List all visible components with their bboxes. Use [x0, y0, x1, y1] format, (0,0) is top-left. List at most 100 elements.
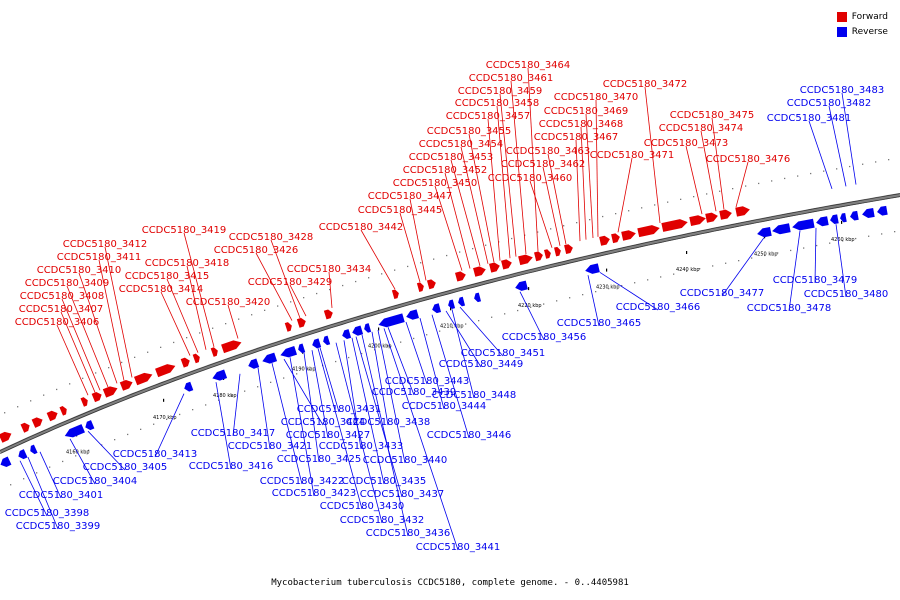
scale-dot	[361, 352, 363, 355]
label-leader-line	[519, 291, 545, 341]
scale-dot	[881, 233, 883, 235]
scale-dot	[868, 235, 870, 237]
gene-label: CCDC5180_3451	[461, 348, 546, 359]
forward-gene-arrow	[284, 322, 292, 332]
scale-dot	[608, 287, 610, 290]
scale-dot	[179, 413, 181, 416]
scale-dot	[602, 215, 604, 218]
reverse-gene-arrow	[474, 292, 482, 303]
gene-label: CCDC5180_3424	[281, 417, 366, 428]
scale-dot	[23, 478, 25, 480]
label-leader-line	[257, 367, 271, 450]
gene-label: CCDC5180_3446	[427, 430, 512, 441]
scale-dot	[764, 254, 766, 257]
gene-label: CCDC5180_3420	[186, 297, 271, 308]
gene-label: CCDC5180_3415	[125, 271, 210, 282]
forward-gene-arrow	[20, 422, 30, 433]
scale-dot	[173, 341, 175, 344]
forward-gene-arrow	[489, 262, 500, 273]
scale-dot	[563, 225, 565, 227]
reverse-gene-arrow	[323, 335, 331, 346]
backbone-edge	[0, 196, 900, 454]
forward-gene-arrow	[210, 347, 218, 357]
gene-label: CCDC5180_3482	[787, 98, 872, 109]
gene-label: CCDC5180_3418	[145, 258, 230, 269]
scale-dot	[719, 190, 721, 192]
scale-dot	[693, 196, 695, 198]
kbp-tick-mark	[686, 251, 688, 254]
gene-label: CCDC5180_3411	[57, 252, 142, 263]
reverse-gene-arrow	[280, 346, 297, 358]
gene-label: CCDC5180_3425	[277, 454, 362, 465]
reverse-gene-arrow	[184, 381, 194, 392]
reverse-gene-arrow	[850, 210, 859, 221]
scale-dot	[446, 254, 448, 257]
forward-gene-arrow	[102, 386, 118, 398]
label-leader-line	[383, 328, 459, 551]
scale-dot	[296, 373, 298, 375]
genes-layer	[0, 205, 888, 467]
forward-gene-arrow	[599, 235, 610, 246]
gene-label: CCDC5180_3434	[287, 264, 372, 275]
scale-dot	[43, 394, 45, 396]
reverse-gene-arrow	[364, 323, 372, 333]
scale-dot	[621, 285, 623, 287]
label-leader-line	[227, 304, 239, 339]
label-leader-line	[434, 185, 463, 271]
scale-dot	[732, 188, 734, 190]
scale-dot	[511, 237, 513, 240]
gene-label: CCDC5180_3458	[455, 98, 540, 109]
gene-label: CCDC5180_3438	[346, 417, 431, 428]
forward-gene-arrow	[564, 244, 573, 255]
gene-label: CCDC5180_3468	[539, 119, 624, 130]
reverse-gene-arrow	[85, 420, 95, 431]
scale-dot	[667, 201, 669, 203]
scale-dot	[153, 423, 155, 425]
gene-label: CCDC5180_3439	[372, 387, 457, 398]
scale-dot	[465, 323, 467, 325]
label-leader-line	[39, 451, 62, 499]
label-leader-line	[87, 430, 126, 471]
scale-dot	[758, 182, 760, 185]
scale-dot	[413, 337, 415, 340]
scale-dot	[30, 400, 32, 402]
scale-dot	[238, 318, 240, 320]
gene-label: CCDC5180_3463	[506, 146, 591, 157]
labels-layer: CCDC5180_3406 CCDC5180_3407 CCDC5180_3408 C…	[5, 60, 889, 553]
label-leader-line	[56, 324, 89, 396]
label-leader-line	[328, 271, 333, 308]
gene-label: CCDC5180_3437	[360, 489, 445, 500]
gene-label: CCDC5180_3474	[659, 123, 744, 134]
scale-dot	[264, 309, 266, 311]
gene-label: CCDC5180_3475	[670, 110, 755, 121]
reverse-gene-arrow	[830, 214, 839, 224]
forward-gene-arrow	[705, 212, 718, 223]
scale-dot	[491, 316, 493, 318]
scale-dot	[355, 280, 357, 283]
gene-label: CCDC5180_3422	[260, 476, 345, 487]
scale-dot	[582, 294, 584, 296]
scale-dot	[810, 172, 812, 175]
gene-label: CCDC5180_3454	[419, 139, 504, 150]
forward-gene-arrow	[221, 340, 242, 354]
gene-label: CCDC5180_3444	[402, 401, 487, 412]
scale-dot	[4, 412, 6, 414]
gene-label: CCDC5180_3459	[458, 86, 543, 97]
label-leader-line	[317, 348, 363, 510]
scale-dot	[348, 356, 350, 359]
reverse-gene-arrow	[448, 299, 456, 310]
scale-dot	[166, 418, 168, 420]
scale-dot	[725, 262, 727, 264]
scale-dot	[283, 377, 285, 379]
label-leader-line	[166, 278, 199, 353]
scale-dot	[62, 460, 64, 463]
scale-dot	[485, 244, 487, 246]
scale-dot	[556, 300, 558, 302]
kbp-tick-label: 4170 kbp	[153, 415, 177, 421]
reverse-gene-arrow	[432, 303, 442, 314]
gene-label: CCDC5180_3450	[393, 178, 478, 189]
gene-label: CCDC5180_3443	[385, 376, 470, 387]
reverse-gene-arrow	[18, 449, 28, 460]
scale-dot	[316, 292, 318, 295]
reverse-gene-arrow	[840, 212, 847, 223]
